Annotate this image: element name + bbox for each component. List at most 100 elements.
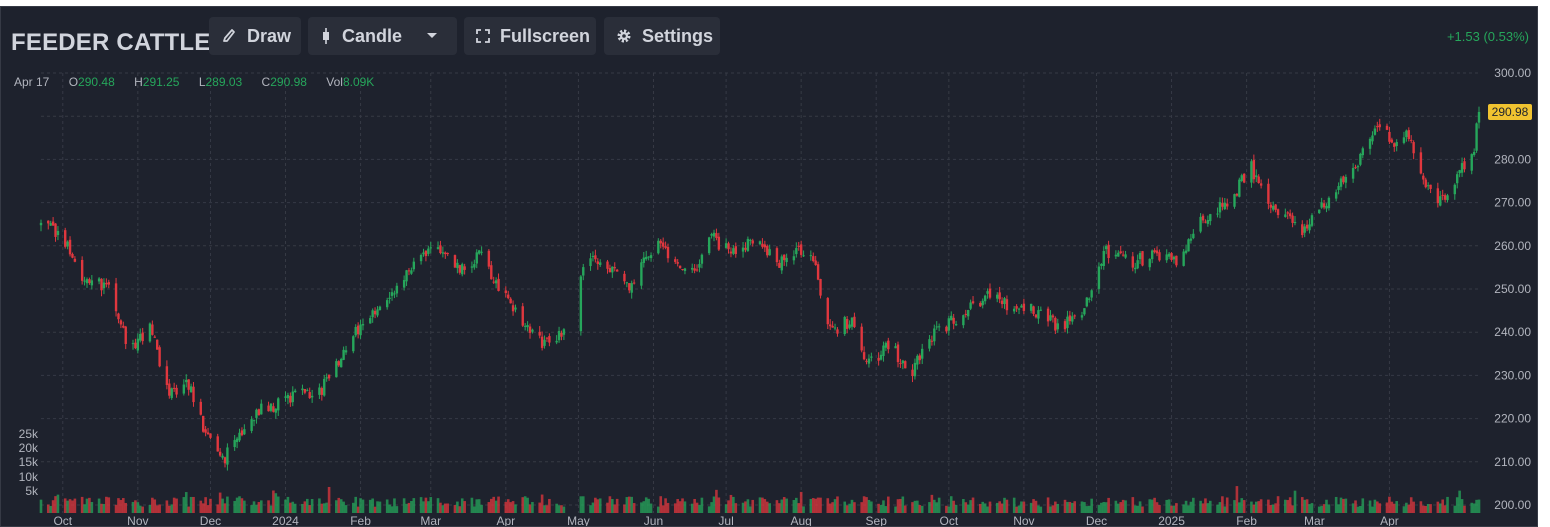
volume-bar (284, 499, 287, 513)
candle-body (715, 233, 718, 238)
volume-bar (1361, 498, 1365, 513)
candle-body (80, 259, 84, 281)
candle-body (378, 306, 382, 311)
candle-body (250, 419, 253, 431)
settings-label: Settings (642, 25, 714, 46)
x-tick-label: Jul (718, 514, 733, 527)
candle-body (717, 236, 721, 250)
volume-bar (768, 503, 771, 513)
volume-bar (933, 499, 936, 513)
x-tick-label: Dec (1086, 514, 1107, 527)
candle-body (1233, 194, 1236, 207)
candle-body (615, 269, 619, 272)
candle-body (1085, 297, 1089, 307)
volume-bar (1068, 501, 1072, 513)
volume-bar (134, 500, 137, 513)
candle-body (272, 406, 275, 412)
candle-body (405, 270, 408, 282)
candle-body (148, 323, 152, 342)
candle-body (1274, 204, 1277, 210)
volume-bar (1155, 502, 1159, 513)
candle-body (913, 362, 917, 377)
candle-body (291, 391, 294, 403)
volume-bar (184, 492, 188, 513)
volume-bar (49, 505, 52, 513)
volume-bar (56, 494, 60, 513)
candle-body (107, 282, 110, 285)
volume-bar (1334, 496, 1338, 513)
candle-body (1221, 203, 1224, 207)
ohlc-date: Apr 17 (14, 75, 50, 89)
volume-bar (1286, 500, 1290, 513)
volume-bar (746, 499, 750, 513)
volume-bar (862, 496, 866, 513)
fullscreen-button[interactable]: Fullscreen (464, 17, 596, 55)
candle-body (238, 432, 241, 441)
volume-bar (71, 500, 74, 513)
volume-bar (170, 504, 174, 513)
candle-body (255, 409, 258, 418)
draw-button[interactable]: Draw (209, 17, 301, 55)
volume-bar (845, 505, 849, 513)
price-chart[interactable]: 300.00290.00280.00270.00260.00250.00240.… (1, 7, 1538, 527)
candle-body (216, 436, 219, 452)
volume-bar (1390, 501, 1394, 513)
candle-body (778, 262, 781, 268)
volume-bar (497, 496, 500, 513)
volume-bar (354, 496, 358, 513)
candle-body (766, 245, 769, 256)
x-tick-label: Oct (53, 514, 72, 527)
candle-body (49, 223, 52, 226)
volume-bar (393, 498, 396, 513)
volume-bar (613, 504, 617, 513)
candle-body (1456, 174, 1459, 184)
candle-body (1303, 226, 1306, 233)
volume-bar (661, 505, 665, 513)
candle-body (611, 266, 614, 273)
candle-body (371, 310, 374, 318)
volume-bar (1017, 505, 1021, 513)
candle-body (68, 239, 72, 255)
volume-bar (1271, 504, 1275, 513)
candle-body (1436, 188, 1440, 204)
candle-body (812, 256, 815, 262)
volume-bar (419, 497, 423, 513)
y-tick-label: 250.00 (1494, 282, 1531, 296)
candle-body (1068, 315, 1072, 322)
volume-bar (151, 497, 154, 513)
settings-button[interactable]: Settings (604, 17, 720, 55)
candle-type-select[interactable]: Candle (308, 17, 457, 55)
candle-body (920, 348, 924, 359)
volume-bar (1342, 498, 1345, 513)
volume-bar (475, 499, 479, 513)
candle-body (816, 264, 820, 280)
volume-bar (506, 499, 510, 513)
candle-body (64, 230, 67, 247)
candle-body (531, 329, 534, 332)
candle-body (497, 278, 500, 291)
candle-body (1206, 219, 1210, 224)
candle-body (1209, 214, 1212, 222)
candle-body (323, 378, 326, 396)
candle-body (1167, 253, 1171, 257)
fullscreen-label: Fullscreen (500, 25, 591, 46)
volume-bar (221, 498, 224, 513)
candle-body (845, 319, 849, 329)
candle-body (1124, 254, 1127, 258)
volume-bar (1395, 501, 1398, 513)
close-label: C (261, 75, 271, 89)
candle-body (1378, 124, 1381, 128)
volume-bar (717, 497, 721, 513)
candle-body (424, 250, 428, 257)
volume-bar (1284, 499, 1287, 513)
candle-body (950, 315, 953, 321)
volume-bar (371, 498, 374, 513)
candle-body (1286, 212, 1289, 214)
candle-body (1005, 299, 1009, 311)
candle-body (795, 248, 798, 255)
candle-body (579, 276, 583, 332)
volume-bar (642, 501, 646, 513)
volume-bar (1022, 501, 1026, 513)
candle-body (792, 256, 796, 261)
volume-bar (1371, 506, 1374, 513)
